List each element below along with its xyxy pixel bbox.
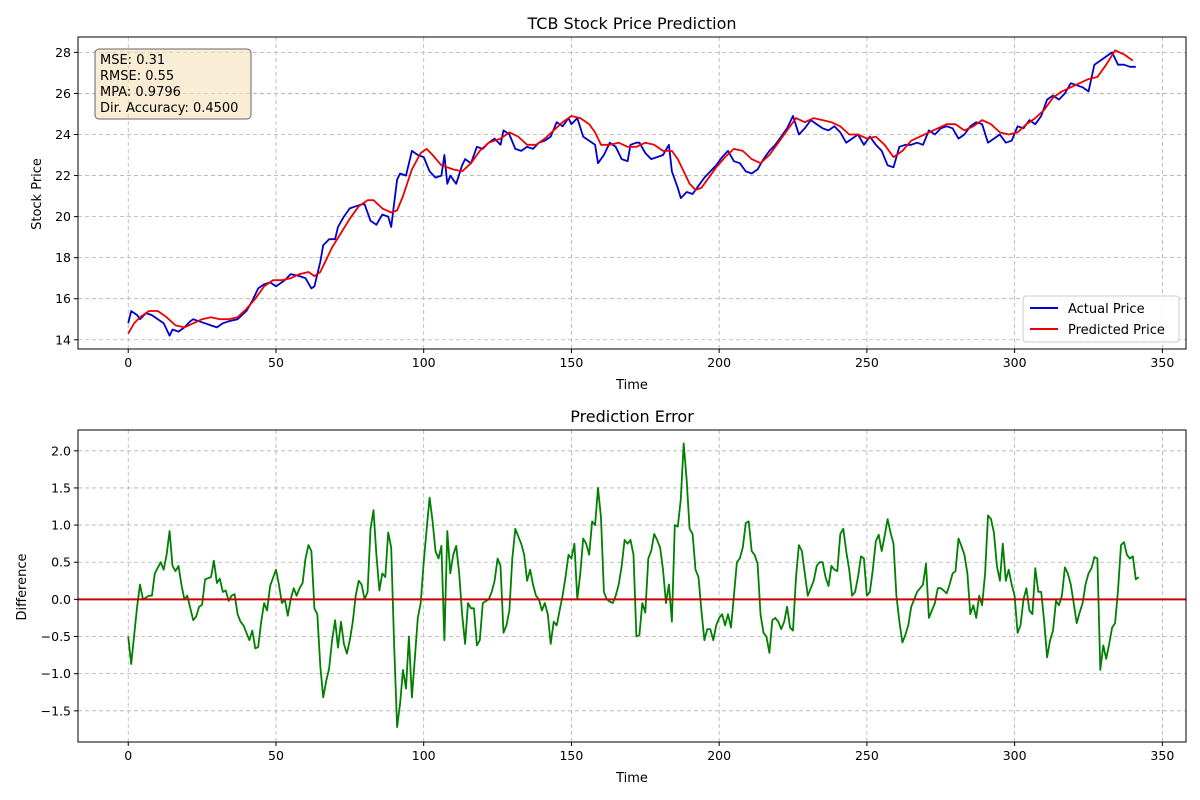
error-x-tick-label: 200 — [707, 748, 731, 763]
error-chart-title: Prediction Error — [570, 407, 694, 426]
predicted-price-line — [127, 49, 1134, 335]
error-chart: 0 50 100 150 200 250 300 350 −1.5 −1.0 −0.5 0.0 0.5 1… — [15, 407, 1187, 786]
metric-mpa: MPA: 0.9796 — [100, 85, 181, 100]
error-y-tick-label: −1.5 — [41, 703, 71, 718]
error-x-tick-label: 50 — [268, 748, 284, 763]
error-y-tick-label: −0.5 — [41, 629, 71, 644]
price-grid — [78, 37, 1186, 349]
price-x-tick-label: 0 — [124, 355, 132, 370]
error-x-tick-label: 0 — [124, 748, 132, 763]
metric-rmse: RMSE: 0.55 — [100, 69, 174, 84]
price-axis-ticks: 0 50 100 150 200 250 300 350 14 16 18 20 22 24 26 28 — [55, 45, 1174, 370]
error-plot-frame — [77, 429, 1187, 743]
metric-dir-accuracy: Dir. Accuracy: 0.4500 — [100, 101, 238, 116]
legend-box — [1022, 295, 1180, 343]
error-grid — [78, 430, 1186, 742]
price-y-tick-label: 24 — [55, 127, 71, 142]
metric-mse: MSE: 0.31 — [100, 53, 165, 68]
error-y-tick-label: 1.0 — [51, 518, 71, 533]
error-x-tick-label: 100 — [412, 748, 436, 763]
error-y-tick-label: 0.0 — [51, 592, 71, 607]
price-x-tick-label: 250 — [855, 355, 879, 370]
price-x-axis-label: Time — [615, 378, 648, 393]
price-x-tick-label: 350 — [1150, 355, 1174, 370]
price-y-axis-label: Stock Price — [30, 158, 45, 230]
price-y-tick-label: 18 — [55, 250, 71, 265]
error-y-tick-label: 0.5 — [51, 555, 71, 570]
actual-price-line — [127, 51, 1136, 337]
price-plot-frame — [77, 36, 1187, 350]
price-y-tick-label: 22 — [55, 168, 71, 183]
price-x-tick-label: 300 — [1003, 355, 1027, 370]
error-x-axis-label: Time — [615, 771, 648, 786]
price-y-tick-label: 26 — [55, 86, 71, 101]
price-y-tick-label: 28 — [55, 45, 71, 60]
price-series — [127, 49, 1136, 337]
error-series-line — [127, 442, 1140, 728]
price-y-tick-label: 20 — [55, 209, 71, 224]
metrics-box-background — [94, 48, 252, 120]
price-x-tick-label: 200 — [707, 355, 731, 370]
error-x-tick-label: 150 — [559, 748, 583, 763]
price-x-tick-label: 50 — [268, 355, 284, 370]
legend-label-predicted: Predicted Price — [1068, 323, 1165, 338]
price-x-tick-label: 100 — [412, 355, 436, 370]
price-y-tick-label: 16 — [55, 291, 71, 306]
error-y-tick-label: 1.5 — [51, 480, 71, 495]
price-chart: 0 50 100 150 200 250 300 350 14 16 18 20 22 24 26 28 TC… — [30, 14, 1187, 393]
error-x-tick-label: 250 — [855, 748, 879, 763]
price-chart-title: TCB Stock Price Prediction — [526, 14, 736, 33]
error-axis-ticks: 0 50 100 150 200 250 300 350 −1.5 −1.0 −0.5 0.0 0.5 1… — [41, 443, 1175, 763]
error-y-tick-label: 2.0 — [51, 443, 71, 458]
metrics-box: MSE: 0.31 RMSE: 0.55 MPA: 0.9796 Dir. Ac… — [94, 48, 252, 120]
legend: Actual Price Predicted Price — [1022, 295, 1180, 343]
error-y-tick-label: −1.0 — [41, 666, 71, 681]
price-y-tick-label: 14 — [55, 332, 71, 347]
error-x-tick-label: 300 — [1003, 748, 1027, 763]
error-y-axis-label: Difference — [15, 553, 30, 620]
price-x-tick-label: 150 — [559, 355, 583, 370]
error-series — [78, 442, 1186, 728]
error-x-tick-label: 350 — [1150, 748, 1174, 763]
legend-label-actual: Actual Price — [1068, 302, 1145, 317]
